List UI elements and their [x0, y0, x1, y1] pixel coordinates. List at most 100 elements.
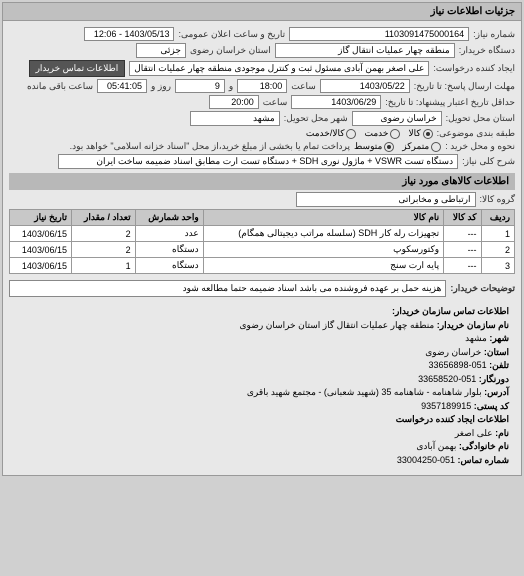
contact-postal-row: کد پستی: 9357189915	[15, 400, 509, 414]
province-label: استان خراسان رضوی	[190, 45, 271, 56]
cell: عدد	[135, 226, 203, 242]
row-delivery-location: استان محل تحویل: خراسان رضوی شهر محل تحو…	[9, 111, 515, 126]
days-field: 9	[175, 79, 225, 93]
radio-label-2: خدمت	[364, 128, 388, 139]
budget-radio-kala[interactable]: کالا	[408, 128, 432, 139]
contact-phone-row: تلفن: 051-33656898	[15, 359, 509, 373]
province-value: خراسان رضوی	[425, 347, 481, 357]
cell: 1	[481, 226, 514, 242]
cell: ---	[444, 242, 481, 258]
cell: تجهیزات رله کار SDH (سلسله مراتب دیجیتال…	[203, 226, 443, 242]
creator-label: ایجاد کننده درخواست:	[433, 63, 515, 74]
panel-title: جزئیات اطلاعات نیاز	[3, 3, 521, 21]
tel-value: 051-33004250	[397, 455, 455, 465]
postal-value: 9357189915	[421, 401, 471, 411]
cell: 2	[481, 242, 514, 258]
row-deadline: مهلت ارسال پاسخ: تا تاریخ: 1403/05/22 سا…	[9, 79, 515, 93]
creator-tel-row: شماره تماس: 051-33004250	[15, 454, 509, 468]
row-buyer: دستگاه خریدار: منطقه چهار عملیات انتقال …	[9, 43, 515, 58]
city-value: مشهد	[465, 333, 487, 343]
row-request-no: شماره نیاز: 1103091475000164 تاریخ و ساع…	[9, 27, 515, 41]
radio-icon	[431, 142, 441, 152]
province-label-2: استان:	[484, 347, 509, 357]
contact-info: اطلاعات تماس سازمان خریدار: نام سازمان خ…	[9, 301, 515, 471]
purchase-radio-group: متمرکز متوسط	[354, 141, 441, 152]
partial-field: جزئی	[136, 43, 186, 58]
city-label: شهر:	[489, 333, 509, 343]
delivery-province-field: خراسان رضوی	[352, 111, 442, 126]
contact-title: اطلاعات تماس سازمان خریدار:	[15, 305, 509, 319]
table-header-row: ردیف کد کالا نام کالا واحد شمارش تعداد /…	[10, 210, 515, 226]
phone-label: تلفن:	[489, 360, 509, 370]
datetime-field: 1403/05/13 - 12:06	[84, 27, 174, 41]
budget-radio-group: کالا خدمت کالا/خدمت	[306, 128, 433, 139]
tel-label: شماره تماس:	[458, 455, 509, 465]
table-row: 2 --- وکتورسکوپ دستگاه 2 1403/06/15	[10, 242, 515, 258]
buyer-label: دستگاه خریدار:	[459, 45, 515, 56]
delivery-time-field: 20:00	[209, 95, 259, 109]
time-label-1: ساعت	[291, 81, 316, 92]
radio-label-1: کالا	[408, 128, 420, 139]
time-label-2: ساعت	[263, 97, 288, 108]
deadline-label: مهلت ارسال پاسخ: تا تاریخ:	[414, 81, 515, 92]
cell: دستگاه	[135, 242, 203, 258]
creator-family-row: نام خانوادگی: بهمن آبادی	[15, 440, 509, 454]
cell: 2	[71, 226, 135, 242]
budget-radio-khadamat[interactable]: خدمت	[364, 128, 400, 139]
radio-icon	[384, 142, 394, 152]
org-label: نام سازمان خریدار:	[437, 320, 509, 330]
subject-field: دستگاه تست VSWR + ماژول نوری SDH + دستگا…	[58, 154, 458, 169]
cell: 3	[481, 258, 514, 274]
address-value: بلوار شاهنامه - شاهنامه 35 (شهید شعبانی)…	[247, 387, 482, 397]
days-suffix: روز و	[151, 81, 171, 92]
col-date: تاریخ نیاز	[10, 210, 72, 226]
row-purchase-type: نحوه و محل خرید : متمرکز متوسط پرداخت تم…	[9, 141, 515, 152]
table-body: 1 --- تجهیزات رله کار SDH (سلسله مراتب د…	[10, 226, 515, 274]
request-no-label: شماره نیاز:	[473, 29, 515, 40]
delivery-city-label: شهر محل تحویل:	[284, 113, 348, 124]
purchase-radio-label-1: متمرکز	[402, 141, 429, 152]
request-no-field: 1103091475000164	[289, 27, 469, 41]
deadline-time-field: 18:00	[237, 79, 287, 93]
cell: 1	[71, 258, 135, 274]
budget-radio-both[interactable]: کالا/خدمت	[306, 128, 357, 139]
radio-label-3: کالا/خدمت	[306, 128, 345, 139]
cell: ---	[444, 226, 481, 242]
buyer-field: منطقه چهار عملیات انتقال گاز	[275, 43, 455, 58]
purchase-type-label: نحوه و محل خرید :	[445, 141, 515, 152]
radio-icon	[390, 129, 400, 139]
cell: ---	[444, 258, 481, 274]
group-field: ارتباطی و مخابراتی	[296, 192, 476, 207]
col-name: نام کالا	[203, 210, 443, 226]
contact-fax-row: دورنگار: 051-33658520	[15, 373, 509, 387]
col-unit: واحد شمارش	[135, 210, 203, 226]
col-qty: تعداد / مقدار	[71, 210, 135, 226]
row-buyer-notes: توضیحات خریدار: هزینه حمل بر عهده فروشند…	[9, 278, 515, 299]
row-budget: طبقه بندی موضوعی: کالا خدمت کالا/خدمت	[9, 128, 515, 139]
datetime-label: تاریخ و ساعت اعلان عمومی:	[178, 29, 285, 40]
name-value: علی اصغر	[455, 428, 493, 438]
cell: 2	[71, 242, 135, 258]
row-goods-group: گروه کالا: ارتباطی و مخابراتی	[9, 192, 515, 207]
contact-buyer-button[interactable]: اطلاعات تماس خریدار	[29, 60, 126, 77]
purchase-radio-1[interactable]: متمرکز	[402, 141, 441, 152]
cell: 1403/06/15	[10, 258, 72, 274]
contact-address-row: آدرس: بلوار شاهنامه - شاهنامه 35 (شهید ش…	[15, 386, 509, 400]
subject-label: شرح کلی نیاز:	[462, 156, 515, 167]
contact-org-row: نام سازمان خریدار: منطقه چهار عملیات انت…	[15, 319, 509, 333]
cell: 1403/06/15	[10, 226, 72, 242]
contact-province-row: استان: خراسان رضوی	[15, 346, 509, 360]
fax-label: دورنگار:	[479, 374, 509, 384]
family-label: نام خانوادگی:	[459, 441, 509, 451]
remaining-field: 05:41:05	[97, 79, 147, 93]
panel-body: شماره نیاز: 1103091475000164 تاریخ و ساع…	[3, 21, 521, 475]
purchase-note: پرداخت تمام یا بخشی از مبلغ خرید،از محل …	[70, 141, 350, 152]
cell: 1403/06/15	[10, 242, 72, 258]
cell: وکتورسکوپ	[203, 242, 443, 258]
creator-section-title: اطلاعات ایجاد کننده درخواست	[15, 413, 509, 427]
row-creator: ایجاد کننده درخواست: علی اصغر بهمن آبادی…	[9, 60, 515, 77]
col-row: ردیف	[481, 210, 514, 226]
address-label: آدرس:	[484, 387, 509, 397]
creator-field: علی اصغر بهمن آبادی مسئول ثبت و کنترل مو…	[129, 61, 429, 76]
purchase-radio-2[interactable]: متوسط	[354, 141, 394, 152]
